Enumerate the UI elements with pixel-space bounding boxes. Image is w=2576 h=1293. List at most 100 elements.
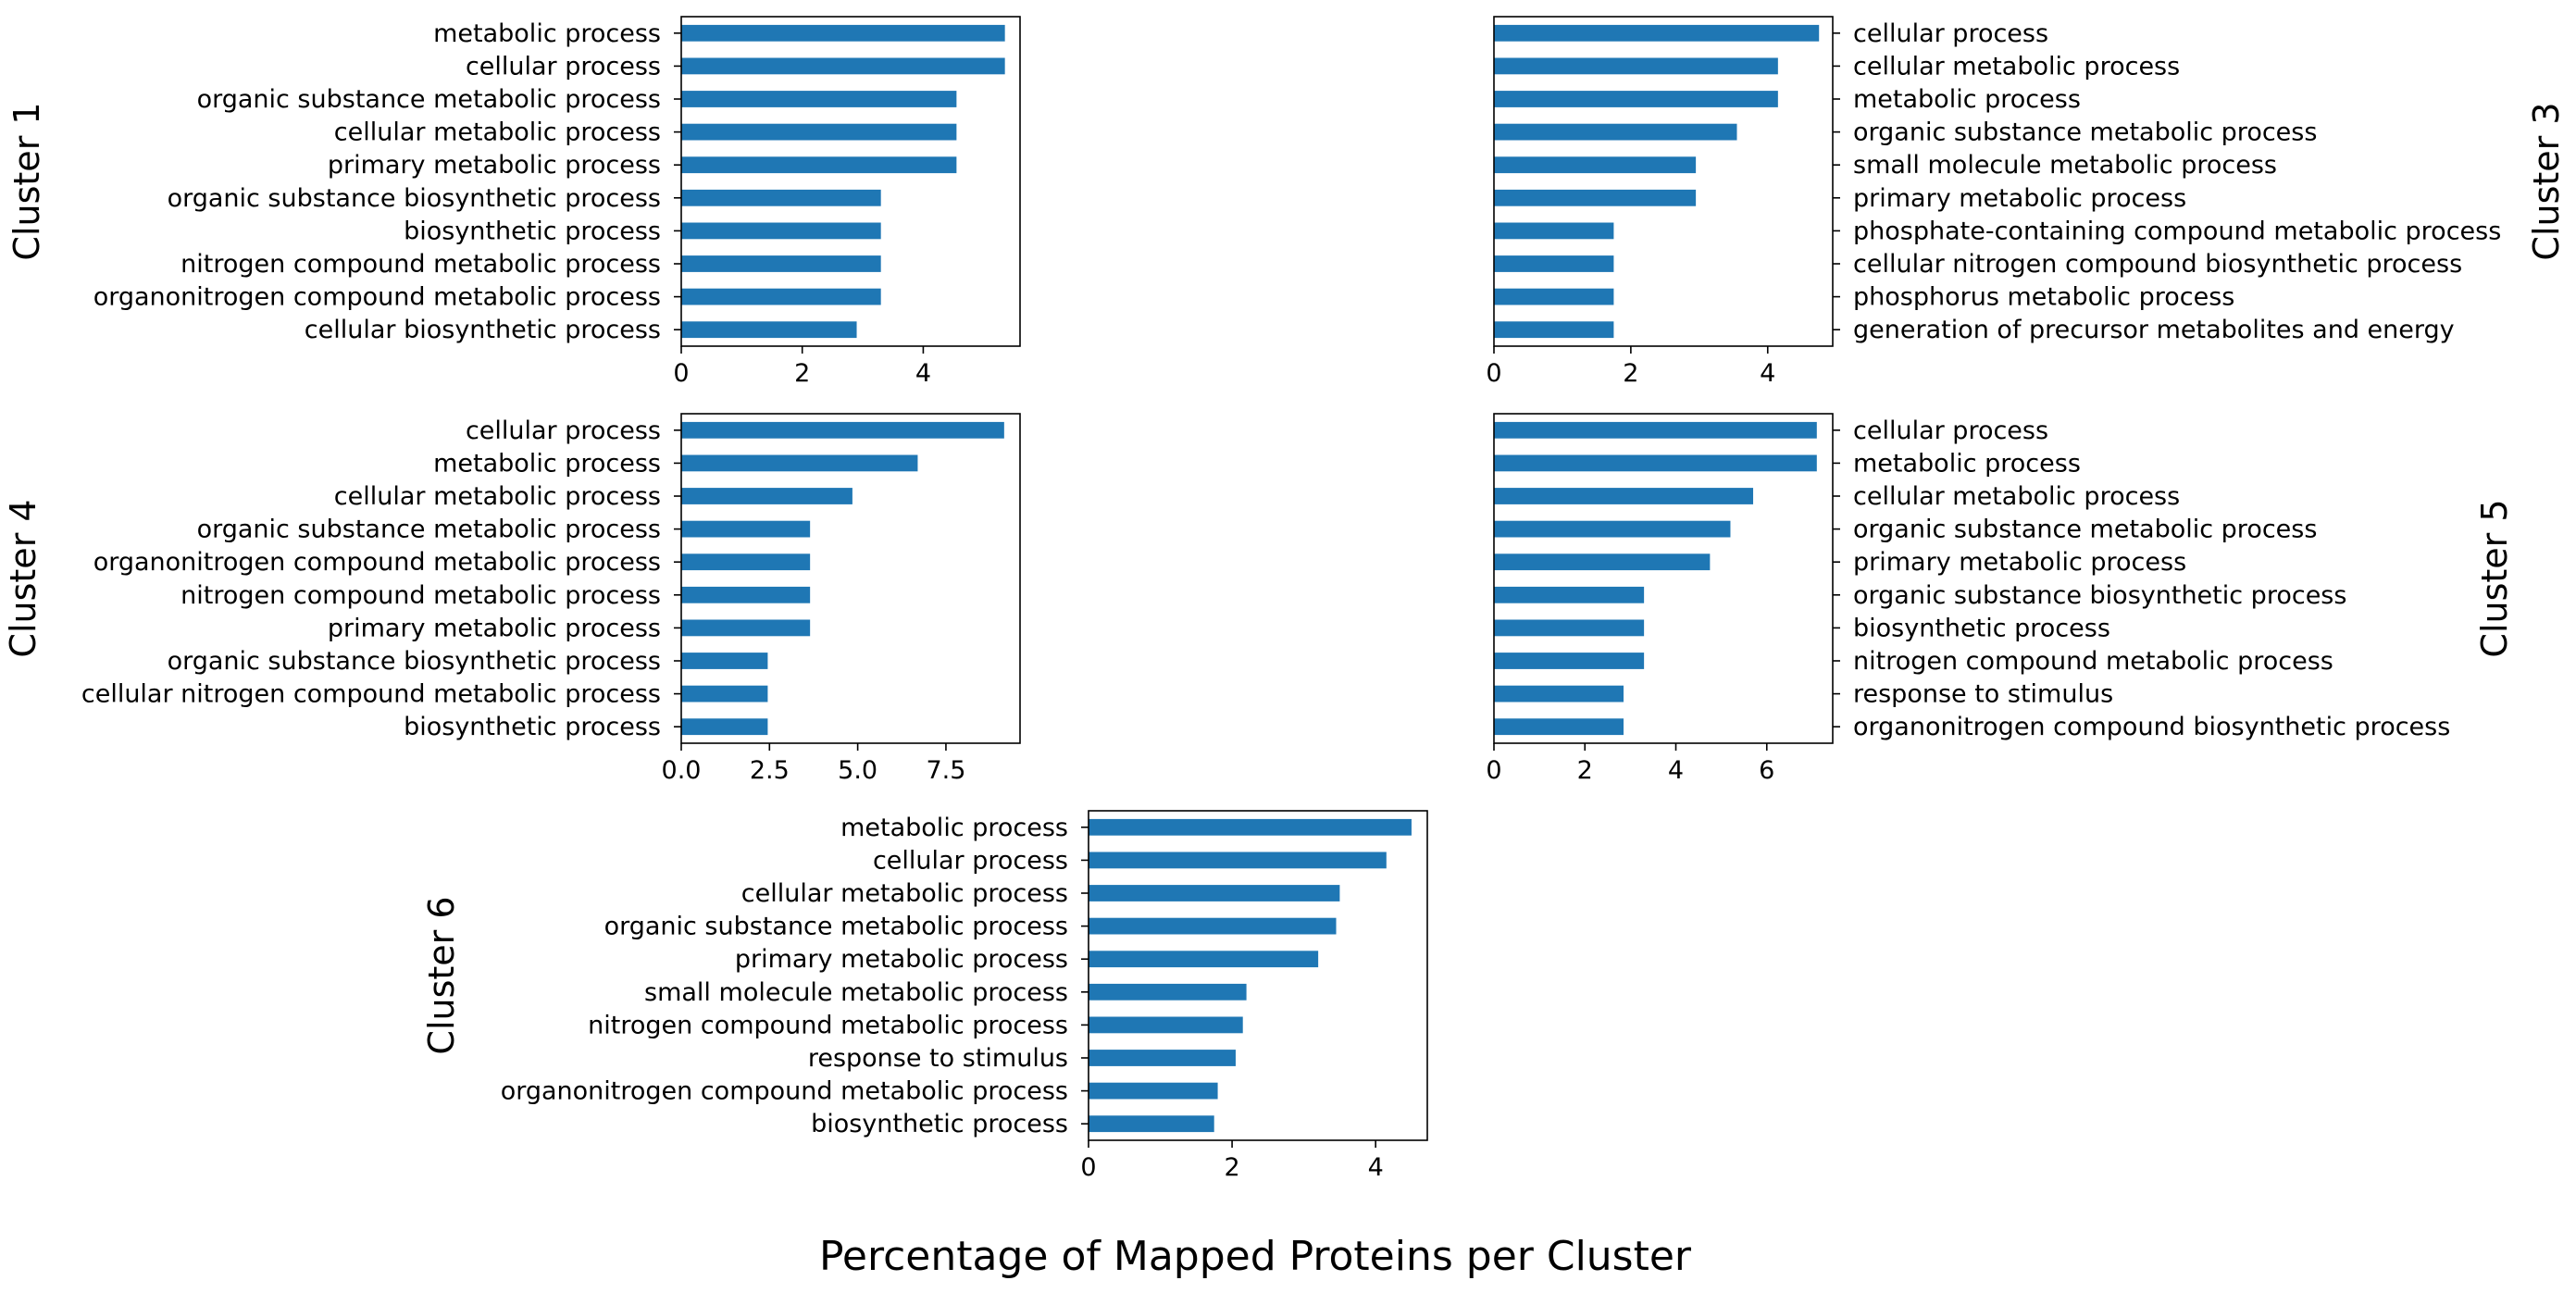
bar [1494, 553, 1711, 571]
bar [1494, 288, 1614, 305]
y-tick-label: organonitrogen compound metabolic proces… [501, 1077, 1068, 1106]
bar [1089, 1016, 1243, 1034]
bar [1494, 156, 1697, 174]
y-tick-label: organonitrogen compound metabolic proces… [93, 283, 661, 312]
y-tick-label: response to stimulus [1853, 680, 2113, 709]
y-tick-label: primary metabolic process [1853, 184, 2186, 213]
bar [681, 91, 957, 107]
panel-cluster-4: cellular process metabolic process cellula… [3, 413, 1021, 785]
y-tick-label: cellular metabolic process [1853, 52, 2180, 81]
x-tick-label: 0 [1486, 756, 1501, 785]
x-tick-label: 2 [1577, 756, 1593, 785]
bar [681, 520, 811, 538]
bar [1494, 454, 1817, 472]
bar [681, 421, 1004, 439]
y-tick-label: organic substance metabolic process [1853, 118, 2317, 147]
bar [1089, 1115, 1214, 1133]
bar [1089, 818, 1412, 836]
bar [1494, 321, 1614, 339]
y-tick-label: generation of precursor metabolites and … [1853, 316, 2455, 344]
bar [1494, 488, 1754, 504]
bar [681, 222, 881, 240]
bar [1494, 685, 1624, 702]
panel-cluster-6: metabolic process cellular process cellula… [421, 810, 1428, 1182]
y-tick-label: nitrogen compound metabolic process [180, 581, 661, 610]
y-tick-label: biosynthetic process [404, 217, 661, 245]
y-tick-label: metabolic process [433, 449, 661, 478]
y-tick-label: primary metabolic process [735, 945, 1068, 974]
x-tick-label: 2 [794, 359, 810, 388]
bar [681, 24, 1005, 42]
bar [1089, 1082, 1218, 1100]
x-tick-label: 4 [1368, 1153, 1384, 1182]
x-tick-label: 0 [1486, 359, 1501, 388]
bar [1494, 222, 1614, 240]
y-tick-label: organic substance biosynthetic process [1853, 581, 2346, 610]
y-tick-label: organic substance biosynthetic process [168, 184, 661, 213]
x-tick-label: 0.0 [662, 756, 702, 785]
y-tick-label: phosphate-containing compound metabolic … [1853, 217, 2501, 245]
y-tick-label: cellular process [1853, 19, 2048, 48]
y-tick-label: biosynthetic process [1853, 614, 2110, 642]
y-tick-label: organic substance metabolic process [197, 85, 661, 114]
y-tick-label: organonitrogen compound metabolic proces… [93, 548, 661, 577]
y-tick-label: phosphorus metabolic process [1853, 283, 2234, 312]
y-tick-label: organic substance biosynthetic process [168, 647, 661, 676]
y-tick-label: cellular metabolic process [741, 879, 1068, 908]
y-tick-label: response to stimulus [808, 1044, 1068, 1073]
bar [1089, 917, 1337, 935]
panel-cluster-1: metabolic process cellular process organic… [6, 16, 1021, 388]
bar [1494, 123, 1737, 141]
y-tick-label: cellular nitrogen compound biosynthetic … [1853, 250, 2462, 279]
bar [1089, 885, 1340, 901]
y-tick-label: metabolic process [433, 19, 661, 48]
y-tick-label: cellular metabolic process [334, 118, 661, 147]
axes-frame [680, 413, 1021, 744]
bar [1494, 57, 1778, 75]
bar [1494, 619, 1645, 637]
cluster-label: Cluster 4 [3, 499, 44, 657]
bar [681, 685, 768, 702]
x-tick-label: 4 [1668, 756, 1684, 785]
y-tick-label: biosynthetic process [404, 713, 661, 741]
bar [681, 718, 768, 736]
bar [681, 488, 852, 504]
x-tick-label: 4 [1760, 359, 1775, 388]
bar [1089, 983, 1247, 1001]
x-tick-label: 6 [1759, 756, 1774, 785]
y-tick-label: cellular biosynthetic process [305, 316, 661, 344]
y-tick-label: metabolic process [1853, 85, 2081, 114]
bar [681, 189, 881, 206]
bar [681, 123, 957, 141]
bar [1494, 520, 1731, 538]
y-tick-label: cellular process [466, 416, 661, 445]
y-tick-label: organonitrogen compound biosynthetic pro… [1853, 713, 2450, 741]
y-tick-label: nitrogen compound metabolic process [588, 1011, 1068, 1039]
x-tick-label: 4 [915, 359, 931, 388]
bar [1494, 255, 1614, 272]
x-tick-label: 2.5 [750, 756, 790, 785]
bar [681, 553, 811, 571]
bar [1089, 852, 1387, 869]
cluster-label: Cluster 6 [421, 896, 462, 1054]
figure-x-axis-label: Percentage of Mapped Proteins per Cluste… [819, 1233, 1692, 1280]
chart-panels: metabolic process cellular process organic… [3, 16, 2567, 1182]
bar [1494, 189, 1697, 206]
y-tick-label: metabolic process [1853, 449, 2081, 478]
cluster-label: Cluster 5 [2474, 499, 2515, 657]
y-tick-label: nitrogen compound metabolic process [1853, 647, 2333, 676]
x-tick-label: 5.0 [838, 756, 877, 785]
bar [681, 57, 1005, 75]
bar [681, 653, 768, 669]
y-tick-label: primary metabolic process [1853, 548, 2186, 577]
panel-cluster-3: cellular process cellular metabolic proce… [1486, 16, 2567, 388]
y-tick-label: cellular process [873, 846, 1068, 875]
axes-frame [680, 16, 1021, 347]
y-tick-label: cellular process [1853, 416, 2048, 445]
bar [1494, 91, 1778, 107]
y-tick-label: cellular nitrogen compound metabolic pro… [81, 680, 661, 709]
x-tick-label: 2 [1224, 1153, 1239, 1182]
bar [1089, 1050, 1236, 1066]
y-tick-label: primary metabolic process [328, 151, 661, 180]
